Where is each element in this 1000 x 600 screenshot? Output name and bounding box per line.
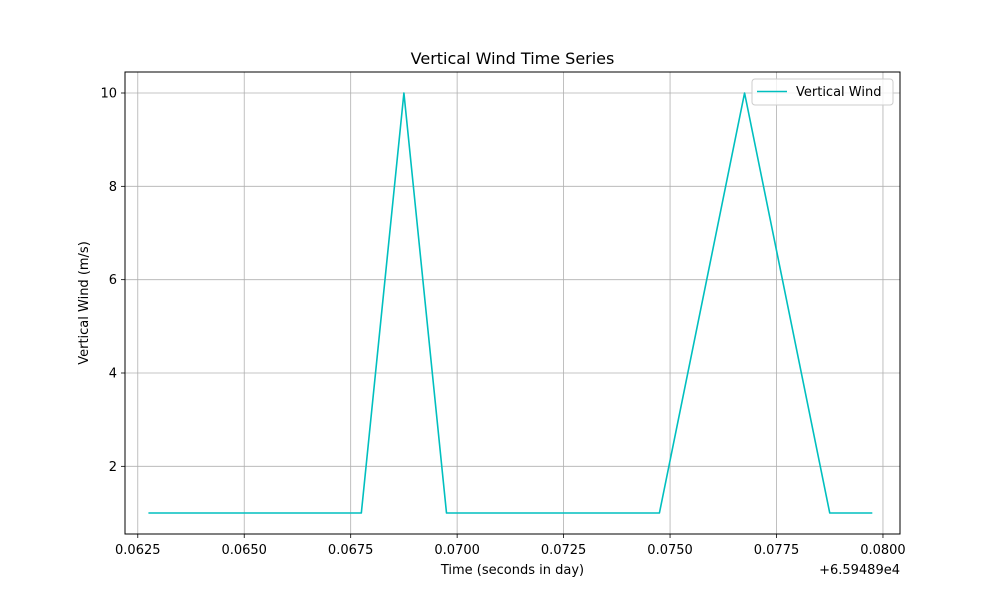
x-tick-label: 0.0750 <box>647 543 693 558</box>
x-tick-label: 0.0650 <box>221 543 267 558</box>
y-tick-label: 10 <box>100 87 117 102</box>
series-layer <box>148 92 873 514</box>
x-tick-label: 0.0700 <box>434 543 480 558</box>
legend-label: Vertical Wind <box>796 85 881 100</box>
x-axis-offset-label: +6.59489e4 <box>819 563 900 578</box>
chart-title: Vertical Wind Time Series <box>411 49 615 68</box>
ticks: 0.0625 0.0650 0.0675 0.0700 0.0725 0.0750 0.07… <box>100 87 905 559</box>
x-tick-label: 0.0625 <box>115 543 161 558</box>
y-axis-label: Vertical Wind (m/s) <box>77 241 92 365</box>
x-tick-label: 0.0725 <box>541 543 587 558</box>
grid <box>125 72 900 534</box>
y-tick-label: 8 <box>109 180 117 195</box>
x-tick-label: 0.0800 <box>860 543 906 558</box>
legend: Vertical Wind <box>751 78 894 106</box>
y-tick-label: 4 <box>109 367 117 382</box>
x-tick-label: 0.0775 <box>754 543 800 558</box>
series-line-vertical-wind <box>148 92 873 514</box>
y-tick-label: 6 <box>109 273 117 288</box>
plot-frame <box>124 71 901 535</box>
legend-box <box>751 78 894 106</box>
y-tick-label: 2 <box>109 460 117 475</box>
x-tick-label: 0.0675 <box>328 543 374 558</box>
x-axis-label: Time (seconds in day) <box>440 563 584 578</box>
